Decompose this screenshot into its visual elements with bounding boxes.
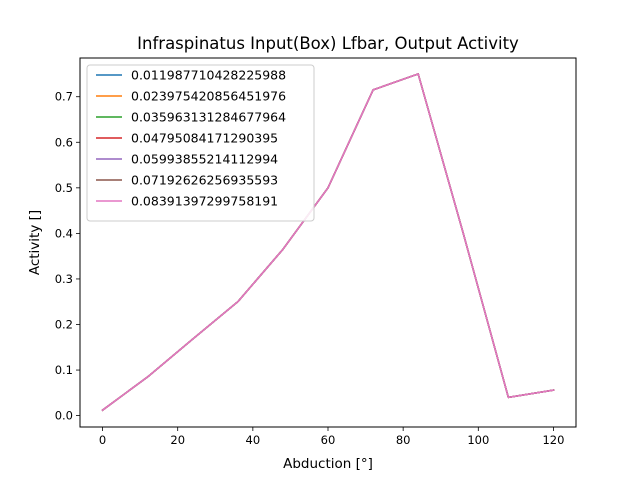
x-tick-label: 100 (467, 433, 489, 447)
x-axis: 0 20 40 60 80 100 120 (99, 427, 564, 447)
legend-label-4: 0.04795084171290395 (131, 131, 278, 146)
y-tick-label: 0.5 (55, 181, 73, 195)
y-axis: 0.0 0.1 0.2 0.3 0.4 0.5 0.6 0.7 (55, 90, 80, 423)
y-tick-label: 0.6 (55, 135, 73, 149)
x-tick-label: 60 (321, 433, 336, 447)
series-layer (101, 73, 555, 412)
y-tick-label: 0.4 (55, 226, 73, 240)
x-axis-label: Abduction [°] (283, 456, 373, 472)
y-tick-label: 0.3 (55, 272, 73, 286)
legend-label-1: 0.011987710428225988 (131, 68, 286, 83)
y-tick-label: 0.7 (55, 90, 73, 104)
chart-title: Infraspinatus Input(Box) Lfbar, Output A… (137, 34, 519, 53)
legend: 0.011987710428225988 0.023975420856451976… (86, 64, 315, 222)
legend-label-5: 0.05993855214112994 (131, 152, 278, 167)
legend-label-7: 0.08391397299758191 (131, 194, 278, 209)
x-tick-label: 40 (246, 433, 261, 447)
series-line-7 (101, 73, 555, 412)
legend-label-6: 0.07192626256935593 (131, 173, 278, 188)
x-tick-label: 20 (170, 433, 185, 447)
legend-label-2: 0.023975420856451976 (131, 89, 286, 104)
legend-label-3: 0.035963131284677964 (131, 110, 286, 125)
x-tick-label: 80 (396, 433, 411, 447)
y-tick-label: 0.1 (55, 363, 73, 377)
legend-box (86, 64, 315, 222)
y-axis-label: Activity [] (27, 210, 43, 275)
x-tick-label: 120 (542, 433, 564, 447)
y-tick-label: 0.0 (55, 409, 73, 423)
x-tick-label: 0 (99, 433, 106, 447)
y-tick-label: 0.2 (55, 318, 73, 332)
